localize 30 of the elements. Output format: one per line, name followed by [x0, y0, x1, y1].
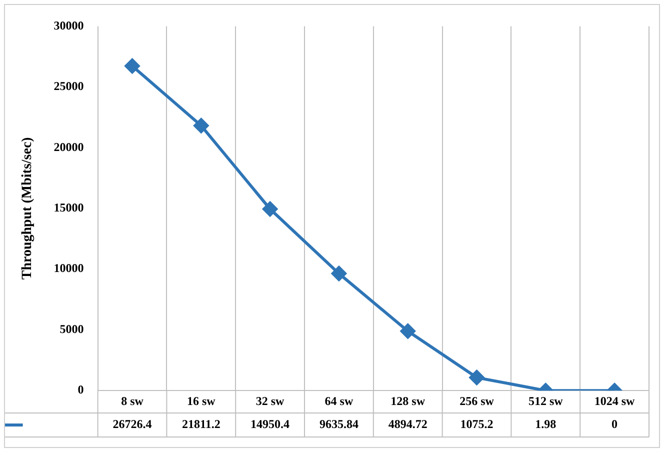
point: [400, 324, 416, 339]
point: [124, 58, 140, 74]
x-tick-label: 32 sw: [256, 394, 285, 408]
point: [331, 266, 346, 282]
y-tick-label: 0: [78, 382, 84, 397]
y-tick-label: 30000: [54, 18, 84, 32]
x-tick-label: 512 sw: [528, 394, 564, 408]
data-label: 26726.4: [112, 417, 152, 432]
y-tick-label: 10000: [54, 261, 84, 276]
data-label: 14950.4: [250, 417, 290, 432]
x-tick-label: 256 sw: [460, 394, 494, 408]
x-tick-label: 64 sw: [324, 394, 354, 408]
y-tick-label: 25000: [54, 79, 84, 94]
point: [262, 202, 278, 217]
y-tick-label: 5000: [60, 322, 84, 336]
point: [194, 118, 209, 134]
y-axis-title: Throughput (Mbits/sec): [20, 136, 36, 280]
data-label: 0: [612, 417, 618, 432]
data-label: 9635.84: [319, 417, 358, 432]
point: [469, 370, 484, 386]
data-label: 1.98: [535, 417, 556, 432]
y-tick-label: 20000: [54, 140, 84, 154]
x-tick-label: 8 sw: [121, 394, 144, 408]
data-label: 21811.2: [182, 417, 220, 432]
data-label: 4894.72: [388, 417, 428, 432]
data-label: 1075.2: [460, 417, 494, 432]
x-tick-label: 128 sw: [390, 394, 426, 408]
x-tick-label: 1024 sw: [594, 394, 636, 408]
y-tick-label: 15000: [54, 200, 84, 214]
x-tick-label: 16 sw: [186, 394, 216, 408]
